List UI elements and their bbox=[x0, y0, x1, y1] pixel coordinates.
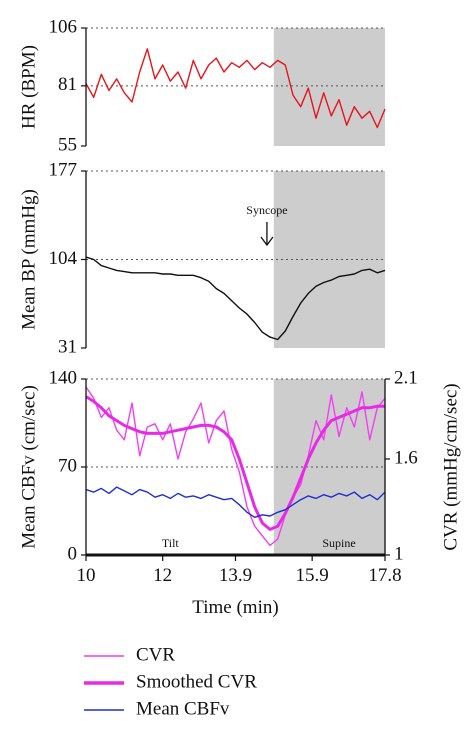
legend-label: CVR bbox=[136, 644, 175, 665]
y-tick-label: 55 bbox=[58, 134, 77, 155]
y-tick-label: 177 bbox=[49, 159, 78, 180]
x-tick-label: 15.9 bbox=[296, 565, 329, 586]
legend-label: Smoothed CVR bbox=[136, 671, 257, 692]
series-line-panel-2 bbox=[85, 256, 386, 341]
y2-axis-title: CVR (mmHg/cm/sec) bbox=[440, 383, 461, 550]
series-line-smoothed-cvr bbox=[85, 395, 385, 531]
x-tick-label: 17.8 bbox=[368, 565, 401, 586]
y-axis-title: Mean CBFv (cm/sec) bbox=[18, 385, 39, 549]
y-tick-label: 0 bbox=[68, 543, 78, 564]
x-axis-title: Time (min) bbox=[192, 597, 278, 618]
x-tick-label: 10 bbox=[77, 565, 96, 586]
phase-label: Supine bbox=[322, 536, 355, 550]
legend-item: Smoothed CVR bbox=[84, 671, 257, 692]
x-tick-label: 12 bbox=[153, 565, 172, 586]
panel-2: 31 104 177 Mean BP (mmHg) Syncope bbox=[18, 159, 386, 357]
y-tick-label: 106 bbox=[49, 16, 78, 37]
y-tick-label: 70 bbox=[58, 455, 77, 476]
y-axis-title: HR (BPM) bbox=[18, 45, 39, 129]
legend-item: Mean CBFv bbox=[84, 698, 230, 719]
y-tick-label: 31 bbox=[58, 336, 77, 357]
legend: CVR Smoothed CVR Mean CBFv bbox=[84, 644, 257, 719]
panels: 55 81 106 HR (BPM) 31 104 177 Mean BP (mmHg) Syn… bbox=[18, 16, 461, 618]
y-tick-label: 81 bbox=[58, 74, 77, 95]
panel-3: 0 70 140 Mean CBFv (cm/sec) 1 1.6 2.1 CVR (mmHg… bbox=[18, 367, 461, 618]
legend-item: CVR bbox=[84, 644, 175, 665]
y-tick-label: 104 bbox=[49, 248, 78, 269]
phase-label: Tilt bbox=[162, 536, 180, 550]
panel-1: 55 81 106 HR (BPM) bbox=[18, 16, 386, 155]
y2-tick-label: 1.6 bbox=[394, 447, 418, 468]
series-line-panel-1 bbox=[85, 48, 386, 129]
series-line-mean-cbfv bbox=[85, 486, 386, 518]
y-axis-title: Mean BP (mmHg) bbox=[18, 189, 39, 330]
syncope-arrow-head bbox=[260, 236, 274, 247]
y-tick-label: 140 bbox=[49, 367, 78, 388]
x-tick-label: 13.9 bbox=[219, 565, 252, 586]
y2-tick-label: 2.1 bbox=[394, 367, 418, 388]
syncope-label: Syncope bbox=[246, 203, 287, 217]
supine-shading bbox=[273, 28, 385, 146]
y2-tick-label: 1 bbox=[394, 543, 404, 564]
legend-label: Mean CBFv bbox=[136, 698, 230, 719]
